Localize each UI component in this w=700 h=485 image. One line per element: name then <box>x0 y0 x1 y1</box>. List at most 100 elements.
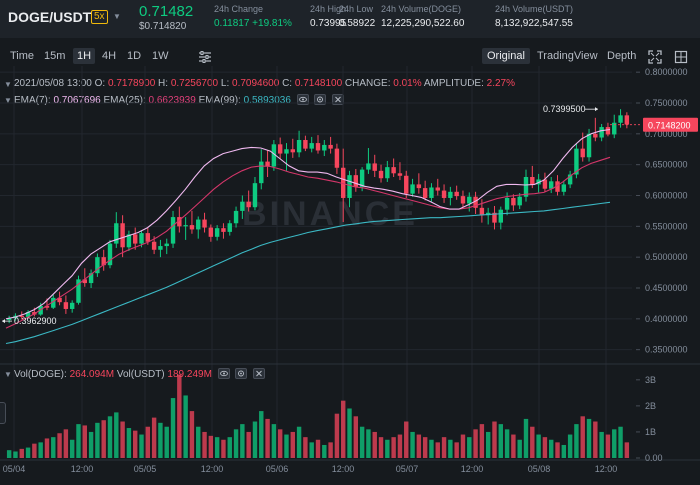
c-label: C: <box>282 78 293 89</box>
collapse-icon[interactable]: ▼ <box>4 96 12 105</box>
chevron-down-icon[interactable]: ▼ <box>113 12 121 21</box>
volume-bar <box>618 426 623 458</box>
candle-body <box>410 184 415 194</box>
candle-body <box>574 148 579 175</box>
collapse-icon[interactable]: ▼ <box>4 80 12 89</box>
interval-time[interactable]: Time <box>10 50 35 62</box>
ema-lines <box>5 128 611 345</box>
watermark: BINANCE <box>242 195 415 233</box>
volume-bar <box>25 447 31 458</box>
candle-body <box>378 170 384 179</box>
gear-icon[interactable] <box>235 368 248 379</box>
gear-icon[interactable] <box>314 94 327 105</box>
candle-body <box>347 175 352 198</box>
candle-body <box>460 196 466 204</box>
indicator-settings-icon[interactable] <box>198 50 212 64</box>
volume-bar <box>416 434 422 458</box>
close-icon[interactable] <box>253 368 266 379</box>
layout-grid-icon[interactable] <box>674 50 688 64</box>
candle-body <box>69 302 75 309</box>
pair-name[interactable]: DOGE/USDT <box>8 9 92 25</box>
interval-1h[interactable]: 1H <box>73 48 96 64</box>
view-tradingview[interactable]: TradingView <box>537 50 598 62</box>
volume-bar <box>366 429 371 458</box>
ohlc-legend: 2021/05/08 13:00 O: 0.7178900 H: 0.72567… <box>14 78 515 89</box>
candle-body <box>240 201 245 211</box>
eye-icon[interactable] <box>296 94 309 105</box>
ema7-value: 0.7067696 <box>53 95 101 106</box>
collapse-icon[interactable]: ▼ <box>4 370 12 379</box>
volume-bar <box>170 398 176 458</box>
candle-body <box>618 115 623 123</box>
volume-bar <box>38 442 43 458</box>
volume-bar <box>6 450 12 458</box>
candle-body <box>504 197 510 210</box>
pane-resize-handle[interactable] <box>0 402 6 424</box>
volume-bar <box>284 434 289 458</box>
volume-bar <box>448 439 453 458</box>
candle-body <box>328 144 333 149</box>
volume-bar <box>233 429 239 458</box>
volume-bar <box>341 400 346 458</box>
candle-body <box>536 179 541 185</box>
interval-1w[interactable]: 1W <box>152 50 169 62</box>
chart-grid <box>0 66 700 461</box>
leverage-badge[interactable]: 5x <box>91 10 108 24</box>
candle-body <box>479 207 485 216</box>
ema25-value: 0.6623939 <box>148 95 196 106</box>
volume-bar <box>32 443 37 458</box>
volume-bar <box>473 429 478 458</box>
time-tick-label: 12:00 <box>461 464 484 474</box>
volume-bar <box>183 395 188 458</box>
candle-body <box>259 161 264 184</box>
candle-body <box>397 173 403 176</box>
candle-body <box>95 257 100 274</box>
volume-bar <box>82 425 87 458</box>
ema7-line <box>5 128 611 320</box>
volume-bar <box>549 439 554 458</box>
interval-4h[interactable]: 4H <box>102 50 117 62</box>
volume-bar <box>13 451 18 458</box>
stat-label: 24h Volume(USDT) <box>495 4 574 14</box>
candle-body <box>322 144 327 151</box>
view-depth[interactable]: Depth <box>607 50 637 62</box>
low-marker-arrowhead <box>2 319 5 324</box>
high-marker-arrowhead <box>595 107 598 112</box>
candle-body <box>82 279 87 284</box>
volume-bar <box>196 426 201 458</box>
close-icon[interactable] <box>332 94 345 105</box>
volume-bar <box>51 437 56 458</box>
volume-bar <box>69 439 75 458</box>
volume-bar <box>460 434 466 458</box>
candle-body <box>13 315 18 319</box>
candle-body <box>133 234 138 244</box>
interval-15m[interactable]: 15m <box>44 50 66 62</box>
eye-icon[interactable] <box>217 368 230 379</box>
l-label: L: <box>220 78 230 89</box>
candle-body <box>492 212 497 223</box>
volume-bar <box>303 437 308 458</box>
candle-body <box>567 174 573 185</box>
volume-bar <box>523 418 529 458</box>
stat-24h-volume-usdt: 24h Volume(USDT) 8,132,922,547.55 <box>495 4 573 29</box>
candle-body <box>530 177 535 185</box>
volume-tick-label: 0.00 <box>645 453 663 463</box>
volume-bar <box>574 424 579 458</box>
candle-body <box>101 257 106 266</box>
view-original[interactable]: Original <box>482 48 530 64</box>
fullscreen-icon[interactable] <box>648 50 662 64</box>
time-tick-label: 05/06 <box>266 464 289 474</box>
volume-bar <box>221 439 226 458</box>
amplitude-label: AMPLITUDE: <box>423 78 484 89</box>
volume-bar <box>133 430 138 458</box>
last-price-tag: 0.7148200 <box>648 121 691 131</box>
candle-body <box>32 312 37 315</box>
time-tick-label: 05/05 <box>134 464 157 474</box>
price-tick-label: 0.4000000 <box>645 314 688 324</box>
interval-1d[interactable]: 1D <box>127 50 142 62</box>
volume-bar <box>492 421 497 458</box>
volume-bar <box>151 417 157 458</box>
candle-body <box>246 201 251 208</box>
volume-bar <box>378 437 384 458</box>
